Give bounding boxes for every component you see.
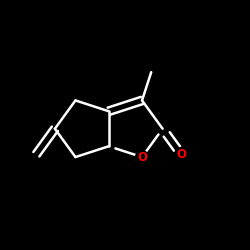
Text: O: O <box>176 148 186 161</box>
Text: O: O <box>137 150 147 164</box>
